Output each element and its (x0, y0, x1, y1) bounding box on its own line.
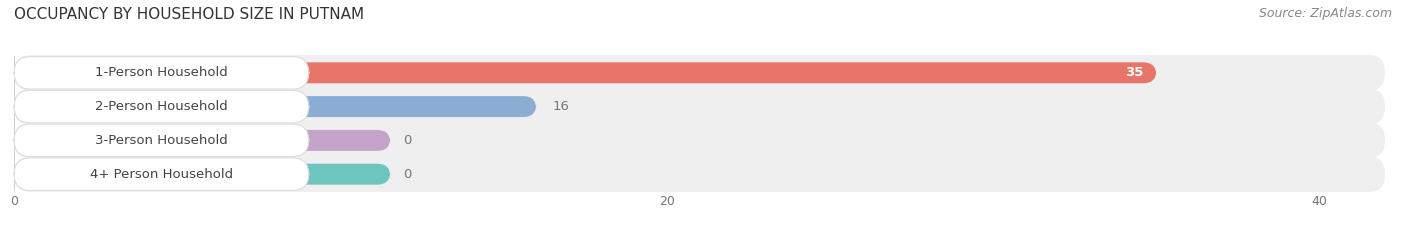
Text: 0: 0 (404, 168, 412, 181)
FancyBboxPatch shape (14, 62, 1156, 83)
FancyBboxPatch shape (14, 55, 1385, 91)
Text: 0: 0 (404, 134, 412, 147)
FancyBboxPatch shape (14, 156, 1385, 192)
Text: 2-Person Household: 2-Person Household (96, 100, 228, 113)
Text: 3-Person Household: 3-Person Household (96, 134, 228, 147)
FancyBboxPatch shape (14, 130, 391, 151)
Text: 16: 16 (553, 100, 569, 113)
FancyBboxPatch shape (14, 96, 536, 117)
FancyBboxPatch shape (14, 57, 309, 89)
FancyBboxPatch shape (14, 158, 309, 190)
FancyBboxPatch shape (14, 124, 309, 157)
FancyBboxPatch shape (14, 90, 309, 123)
FancyBboxPatch shape (14, 89, 1385, 124)
FancyBboxPatch shape (14, 123, 1385, 158)
Text: Source: ZipAtlas.com: Source: ZipAtlas.com (1258, 7, 1392, 20)
Text: 1-Person Household: 1-Person Household (96, 66, 228, 79)
FancyBboxPatch shape (14, 164, 391, 185)
Text: 4+ Person Household: 4+ Person Household (90, 168, 233, 181)
Text: 35: 35 (1125, 66, 1143, 79)
Text: OCCUPANCY BY HOUSEHOLD SIZE IN PUTNAM: OCCUPANCY BY HOUSEHOLD SIZE IN PUTNAM (14, 7, 364, 22)
